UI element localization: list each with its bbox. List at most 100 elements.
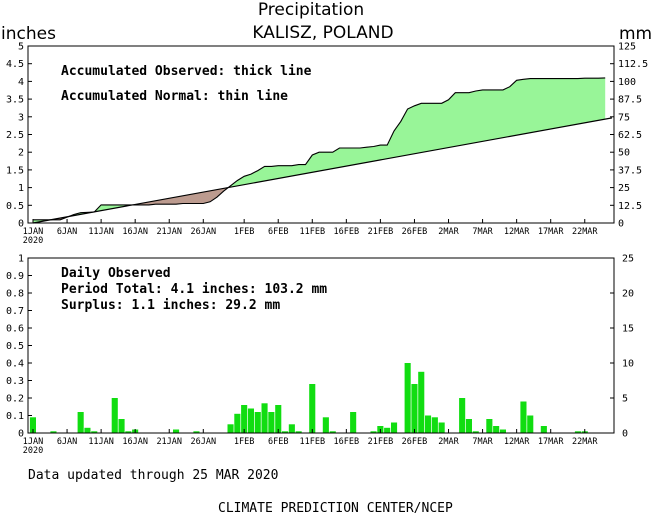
- top-y2tick-label: 125: [618, 42, 636, 53]
- daily-bar: [84, 427, 91, 434]
- top-ytick-label: 4.5: [6, 59, 24, 70]
- daily-bar: [404, 363, 411, 433]
- bottom-xtick-label: 17MAR: [538, 437, 564, 447]
- top-xtick-label: 1JAN: [23, 227, 43, 237]
- daily-bar: [527, 415, 534, 433]
- daily-bar: [77, 412, 84, 433]
- bottom-xtick-label: 21FEB: [368, 437, 394, 447]
- top-xtick-label: 11FEB: [299, 227, 325, 237]
- daily-bar: [486, 419, 493, 433]
- bottom-ytick-label: 0.9: [6, 271, 24, 282]
- bottom-ytick-label: 0.4: [6, 359, 24, 370]
- top-y2tick-label: 112.5: [618, 59, 648, 70]
- daily-bar: [50, 431, 57, 434]
- bottom-y2tick-label: 25: [622, 254, 634, 265]
- daily-bar: [411, 384, 418, 433]
- observed-line: [33, 77, 606, 221]
- top-y2tick-label: 87.5: [618, 95, 642, 106]
- daily-bar: [418, 371, 425, 434]
- daily-bar: [499, 429, 506, 433]
- top-xtick-label: 22MAR: [572, 227, 598, 237]
- daily-bar: [520, 401, 527, 433]
- daily-bar: [241, 405, 248, 433]
- bottom-xtick-label: 7MAR: [472, 437, 493, 447]
- top-ytick-label: 3: [18, 112, 24, 123]
- bottom-y2tick-label: 5: [622, 394, 628, 405]
- daily-bar: [111, 398, 118, 433]
- top-xtick-label: 6JAN: [57, 227, 77, 237]
- daily-bar: [247, 408, 254, 433]
- bottom-y2tick-label: 20: [622, 289, 634, 300]
- daily-bar: [261, 403, 268, 434]
- units-left-label: inches: [1, 24, 56, 44]
- top-y2tick-label: 100: [618, 77, 636, 88]
- bottom-xtick-label: 21JAN: [156, 437, 182, 447]
- bottom-xtick-label: 16FEB: [334, 437, 360, 447]
- bottom-xtick-label: 26JAN: [190, 437, 216, 447]
- deficit-area-5: [132, 187, 229, 205]
- units-right-label: mm: [619, 24, 652, 44]
- top-y2tick-label: 62.5: [618, 130, 642, 141]
- chart-subtitle: KALISZ, POLAND: [252, 23, 393, 43]
- daily-bar: [125, 431, 132, 434]
- bottom-ytick-label: 0.2: [6, 394, 24, 405]
- daily-bar: [254, 412, 261, 433]
- top-xtick-label: 11JAN: [88, 227, 114, 237]
- daily-bar: [322, 417, 329, 434]
- bottom-xtick-label: 1JAN: [23, 437, 43, 447]
- daily-bar: [227, 424, 234, 434]
- top-ytick-label: 2.5: [6, 130, 24, 141]
- bottom-xtick-label: 11FEB: [299, 437, 325, 447]
- top-y2tick-label: 25: [618, 183, 630, 194]
- daily-bar: [459, 398, 466, 433]
- top-xtick-label: 26JAN: [190, 227, 216, 237]
- daily-bar: [193, 431, 200, 434]
- daily-bar: [370, 431, 377, 434]
- bottom-xtick-label: 6JAN: [57, 437, 77, 447]
- top-xtick-label: 21JAN: [156, 227, 182, 237]
- daily-bar: [91, 431, 98, 434]
- top-ytick-label: 1.5: [6, 165, 24, 176]
- top-y2tick-label: 0: [618, 219, 624, 230]
- bottom-xtick-label: 22MAR: [572, 437, 598, 447]
- bottom-ytick-label: 0.6: [6, 324, 24, 335]
- bottom-xtick-label: 16JAN: [122, 437, 148, 447]
- bottom-xtick-sublabel: 2020: [23, 446, 43, 456]
- daily-bar: [268, 412, 275, 433]
- top-xtick-label: 26FEB: [402, 227, 428, 237]
- surplus-area-6: [228, 77, 606, 188]
- top-ytick-label: 3.5: [6, 95, 24, 106]
- bottom-y2tick-label: 10: [622, 359, 634, 370]
- top-xtick-label: 1FEB: [234, 227, 254, 237]
- daily-bar: [438, 422, 445, 433]
- daily-bar: [118, 419, 125, 433]
- bottom-xtick-label: 1FEB: [234, 437, 254, 447]
- top-annotation: Accumulated Normal: thin line: [61, 89, 288, 104]
- top-ytick-label: 4: [18, 77, 24, 88]
- credit-footer: CLIMATE PREDICTION CENTER/NCEP: [218, 501, 453, 516]
- top-y2tick-label: 12.5: [618, 201, 642, 212]
- top-xtick-label: 17MAR: [538, 227, 564, 237]
- top-y2tick-label: 37.5: [618, 165, 642, 176]
- daily-bar: [173, 429, 180, 433]
- top-ytick-label: 0: [18, 219, 24, 230]
- data-updated-note: Data updated through 25 MAR 2020: [28, 468, 278, 483]
- top-y2tick-label: 75: [618, 112, 630, 123]
- top-xtick-label: 6FEB: [268, 227, 288, 237]
- daily-bar: [288, 424, 295, 434]
- daily-bar: [431, 417, 438, 434]
- daily-bar: [234, 413, 241, 434]
- bottom-xtick-label: 6FEB: [268, 437, 288, 447]
- bottom-ytick-label: 0.7: [6, 306, 24, 317]
- bottom-ytick-label: 0.8: [6, 289, 24, 300]
- top-xtick-label: 21FEB: [368, 227, 394, 237]
- daily-bar: [275, 405, 282, 433]
- chart-title: Precipitation: [258, 0, 364, 20]
- bottom-xtick-label: 11JAN: [88, 437, 114, 447]
- bottom-ytick-label: 0: [18, 429, 24, 440]
- bottom-ytick-label: 0.3: [6, 376, 24, 387]
- top-ytick-label: 5: [18, 42, 24, 53]
- top-ytick-label: 0.5: [6, 201, 24, 212]
- daily-bar: [493, 426, 500, 433]
